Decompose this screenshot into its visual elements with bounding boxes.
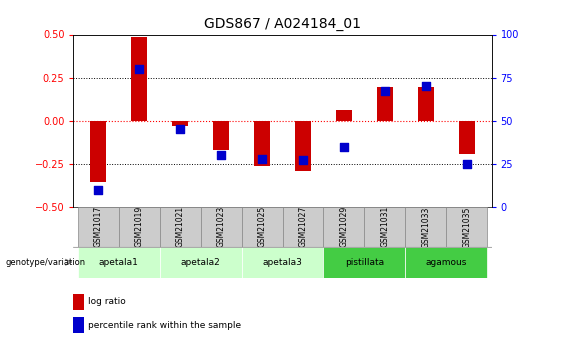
Bar [459, 121, 475, 154]
Bar [119, 207, 159, 247]
Text: GSM21027: GSM21027 [298, 206, 307, 247]
Bar [241, 247, 324, 278]
Bar [241, 207, 282, 247]
Bar [364, 207, 406, 247]
Text: GSM21021: GSM21021 [176, 206, 185, 247]
Text: agamous: agamous [426, 258, 467, 267]
Bar [324, 207, 364, 247]
Bar [77, 207, 119, 247]
Text: percentile rank within the sample: percentile rank within the sample [88, 321, 241, 330]
Text: genotype/variation: genotype/variation [6, 258, 86, 267]
Point [421, 83, 431, 89]
Bar [90, 121, 106, 182]
Bar [172, 121, 188, 126]
Bar [295, 121, 311, 171]
Text: GSM21023: GSM21023 [216, 206, 225, 247]
Bar [159, 247, 241, 278]
Text: GSM21035: GSM21035 [463, 206, 471, 247]
Bar [131, 37, 147, 121]
Text: GSM21033: GSM21033 [421, 206, 431, 247]
Text: log ratio: log ratio [88, 297, 126, 306]
Text: GSM21025: GSM21025 [258, 206, 267, 247]
Point [258, 156, 267, 161]
Text: GSM21029: GSM21029 [340, 206, 349, 247]
Point [340, 144, 349, 149]
Bar [418, 87, 434, 121]
Title: GDS867 / A024184_01: GDS867 / A024184_01 [204, 17, 361, 31]
Point [134, 66, 144, 72]
Point [298, 158, 307, 163]
Point [94, 187, 103, 193]
Text: GSM21019: GSM21019 [134, 206, 144, 247]
Bar [324, 247, 406, 278]
Bar [201, 207, 241, 247]
Bar [377, 87, 393, 121]
Bar [406, 207, 446, 247]
Text: apetala3: apetala3 [263, 258, 302, 267]
Text: GSM21031: GSM21031 [380, 206, 389, 247]
Point [216, 152, 225, 158]
Text: apetala2: apetala2 [181, 258, 220, 267]
Text: GSM21017: GSM21017 [94, 206, 102, 247]
Bar [336, 110, 352, 121]
Bar [73, 317, 84, 333]
Text: pistillata: pistillata [345, 258, 384, 267]
Bar [77, 247, 159, 278]
Point [176, 127, 185, 132]
Point [380, 89, 389, 94]
Point [462, 161, 471, 167]
Bar [446, 207, 488, 247]
Bar [213, 121, 229, 150]
Bar [254, 121, 270, 167]
Bar [73, 294, 84, 310]
Bar [282, 207, 324, 247]
Bar [159, 207, 201, 247]
Bar [406, 247, 488, 278]
Text: apetala1: apetala1 [99, 258, 138, 267]
